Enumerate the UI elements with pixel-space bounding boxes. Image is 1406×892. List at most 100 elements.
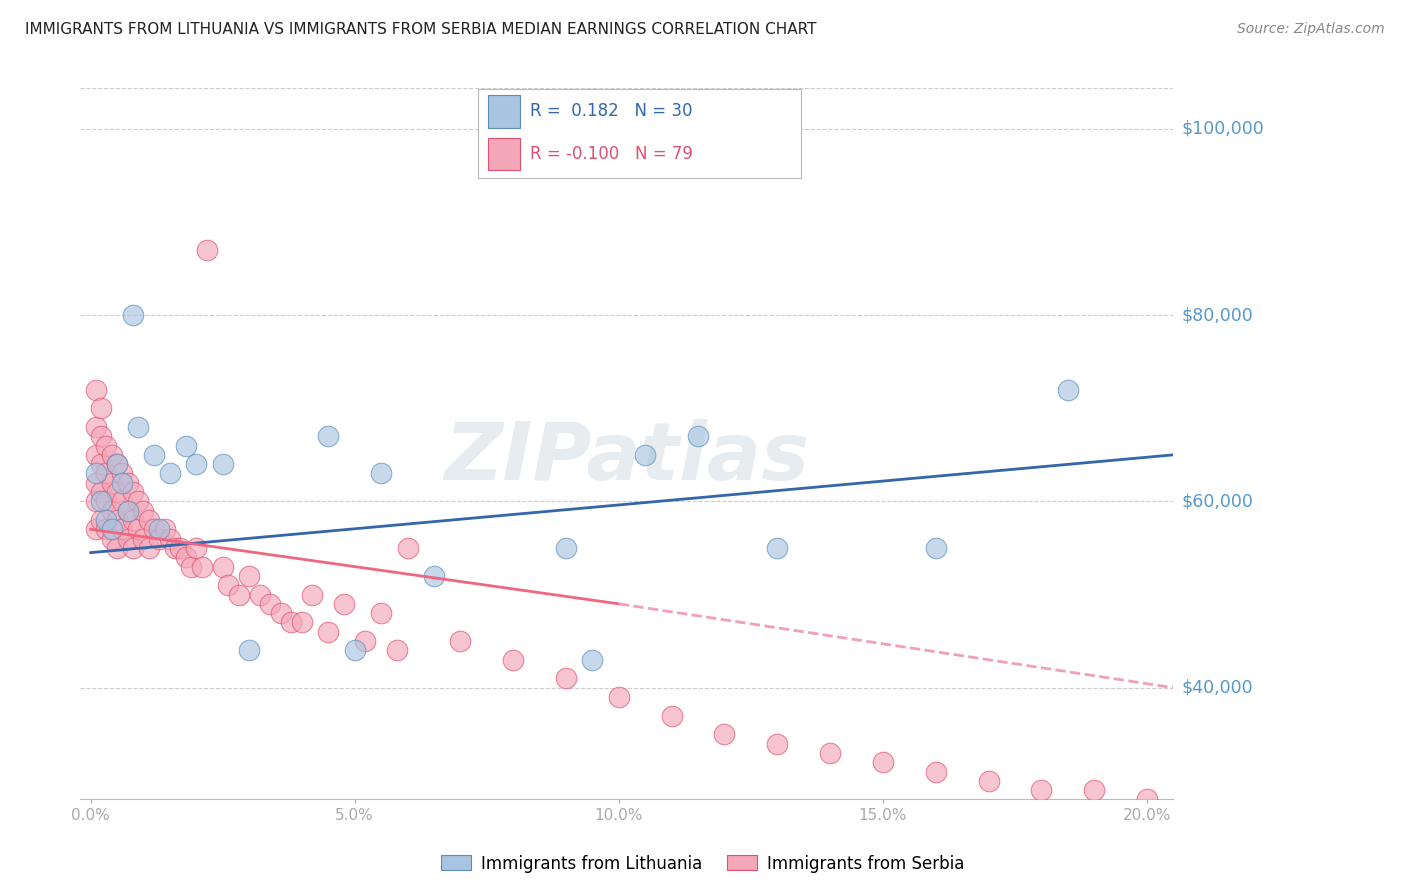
Point — [84, 448, 107, 462]
Point — [105, 513, 128, 527]
Point — [105, 457, 128, 471]
Point — [84, 522, 107, 536]
Point — [581, 653, 603, 667]
Point — [96, 522, 118, 536]
Point — [211, 457, 233, 471]
Point — [111, 494, 134, 508]
Point — [1056, 383, 1078, 397]
Point — [818, 746, 841, 760]
Point — [238, 643, 260, 657]
Point — [228, 588, 250, 602]
Point — [122, 541, 145, 555]
Point — [217, 578, 239, 592]
Point — [159, 532, 181, 546]
Point — [1136, 792, 1159, 806]
Point — [211, 559, 233, 574]
Point — [190, 559, 212, 574]
FancyBboxPatch shape — [488, 95, 520, 128]
Point — [555, 541, 578, 555]
Point — [127, 494, 149, 508]
Point — [127, 420, 149, 434]
Point — [96, 513, 118, 527]
Text: Source: ZipAtlas.com: Source: ZipAtlas.com — [1237, 22, 1385, 37]
Point — [90, 401, 112, 416]
Point — [111, 467, 134, 481]
Point — [90, 513, 112, 527]
Point — [291, 615, 314, 630]
Point — [370, 606, 392, 620]
Text: $80,000: $80,000 — [1181, 306, 1254, 324]
Point — [925, 764, 948, 779]
Point — [84, 467, 107, 481]
Point — [423, 569, 446, 583]
Point — [333, 597, 356, 611]
Point — [90, 494, 112, 508]
Point — [138, 541, 160, 555]
Point — [396, 541, 419, 555]
Point — [111, 522, 134, 536]
Point — [105, 457, 128, 471]
Point — [148, 532, 170, 546]
Point — [925, 541, 948, 555]
Point — [259, 597, 281, 611]
Point — [105, 485, 128, 500]
Point — [766, 737, 789, 751]
Point — [122, 308, 145, 322]
Point — [977, 773, 1000, 788]
Point — [122, 485, 145, 500]
Text: R =  0.182   N = 30: R = 0.182 N = 30 — [530, 103, 692, 120]
Point — [100, 522, 122, 536]
Point — [132, 532, 155, 546]
Point — [100, 504, 122, 518]
Point — [132, 504, 155, 518]
Point — [370, 467, 392, 481]
Point — [165, 541, 187, 555]
Text: ZIPatlas: ZIPatlas — [444, 419, 810, 497]
Point — [301, 588, 323, 602]
Point — [195, 243, 218, 257]
Text: $40,000: $40,000 — [1181, 679, 1253, 697]
Point — [90, 485, 112, 500]
Point — [555, 672, 578, 686]
Point — [174, 550, 197, 565]
Point — [117, 475, 139, 490]
Point — [153, 522, 176, 536]
Point — [318, 429, 340, 443]
Point — [186, 541, 208, 555]
Point — [180, 559, 202, 574]
Point — [280, 615, 302, 630]
Point — [100, 448, 122, 462]
Point — [1083, 783, 1105, 797]
Point — [607, 690, 630, 704]
Text: R = -0.100   N = 79: R = -0.100 N = 79 — [530, 145, 693, 163]
Point — [1031, 783, 1053, 797]
Point — [502, 653, 524, 667]
Point — [661, 708, 683, 723]
Point — [96, 467, 118, 481]
Point — [343, 643, 366, 657]
Point — [127, 522, 149, 536]
Point — [385, 643, 408, 657]
Point — [159, 467, 181, 481]
Point — [117, 504, 139, 518]
Text: IMMIGRANTS FROM LITHUANIA VS IMMIGRANTS FROM SERBIA MEDIAN EARNINGS CORRELATION : IMMIGRANTS FROM LITHUANIA VS IMMIGRANTS … — [25, 22, 817, 37]
Text: $100,000: $100,000 — [1181, 120, 1264, 138]
Point — [143, 448, 166, 462]
Point — [96, 494, 118, 508]
Point — [100, 475, 122, 490]
Point — [169, 541, 191, 555]
Point — [449, 634, 471, 648]
Point — [84, 420, 107, 434]
Point — [117, 504, 139, 518]
Text: $60,000: $60,000 — [1181, 492, 1254, 510]
Point — [90, 457, 112, 471]
Point — [174, 438, 197, 452]
Point — [148, 522, 170, 536]
Point — [117, 532, 139, 546]
Point — [354, 634, 377, 648]
Point — [238, 569, 260, 583]
FancyBboxPatch shape — [488, 138, 520, 170]
Point — [100, 532, 122, 546]
Point — [249, 588, 271, 602]
Point — [186, 457, 208, 471]
